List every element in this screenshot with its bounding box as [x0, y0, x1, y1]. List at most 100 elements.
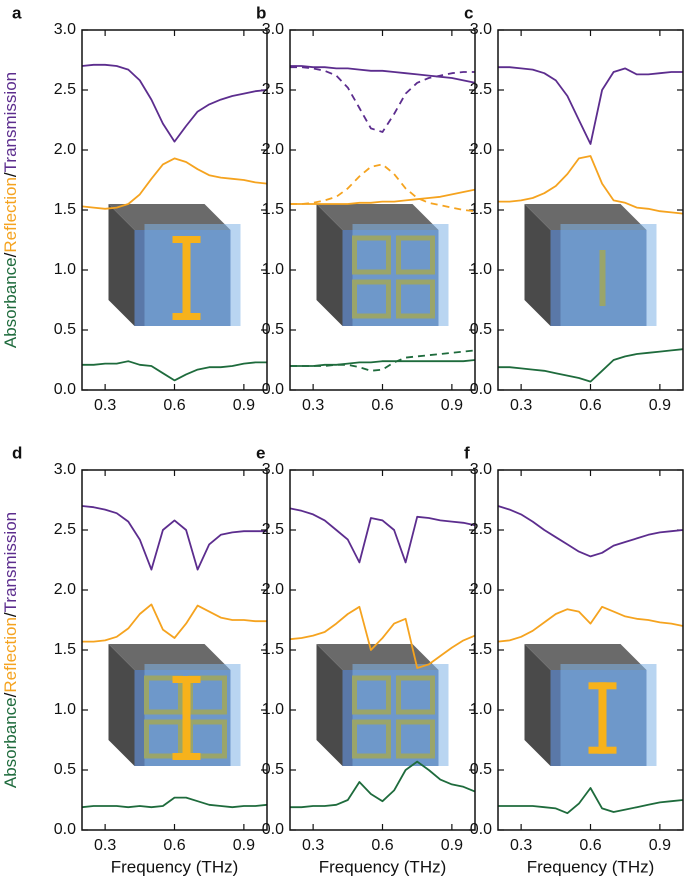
panel-label: b	[256, 3, 266, 22]
y-tick-label: 2.5	[262, 81, 284, 98]
x-tick-label: 0.3	[510, 837, 532, 854]
y-tick-label: 0.5	[54, 321, 76, 338]
series-line	[290, 760, 476, 809]
y-axis-label: Absorbance/Reflection/Transmission	[1, 512, 20, 788]
cube-side	[524, 204, 551, 326]
cube-side	[108, 204, 135, 326]
y-tick-label: 3.0	[470, 21, 492, 38]
series-line	[290, 188, 476, 205]
y-tick-label: 2.0	[470, 141, 492, 158]
y-tick-label: 2.5	[470, 81, 492, 98]
ring-resonator	[352, 235, 391, 275]
x-tick-label: 0.9	[649, 837, 671, 854]
cube-side	[316, 644, 343, 766]
y-axis-label: Absorbance/Reflection/Transmission	[1, 72, 20, 348]
i-bar	[598, 682, 607, 754]
y-tick-label: 1.5	[54, 201, 76, 218]
y-tick-label: 2.5	[54, 521, 76, 538]
panel: e 0.0 0.5 1.0 1.5 2.0 2.5 3.0 0.3 0.6 0.9 Frequency…	[256, 443, 476, 876]
x-tick-label: 0.6	[371, 397, 393, 414]
y-tick-label: 1.5	[470, 201, 492, 218]
y-axis-label-part: /	[1, 612, 20, 617]
series-line	[498, 348, 684, 383]
y-tick-label: 1.0	[54, 261, 76, 278]
y-tick-label: 1.0	[54, 701, 76, 718]
x-tick-label: 0.6	[579, 837, 601, 854]
series-line	[82, 360, 267, 382]
ring-resonator	[352, 675, 391, 715]
cube-top	[524, 204, 647, 230]
i-cap	[172, 753, 201, 760]
bar-resonator	[599, 250, 606, 306]
x-tick-label: 0.3	[94, 397, 116, 414]
y-tick-label: 3.0	[54, 461, 76, 478]
y-axis-label-part: Transmission	[1, 72, 20, 172]
y-tick-label: 2.0	[470, 581, 492, 598]
cube-glass	[560, 224, 657, 326]
y-tick-label: 1.5	[262, 201, 284, 218]
y-tick-label: 2.5	[54, 81, 76, 98]
y-tick-label: 0.0	[262, 381, 284, 398]
y-tick-label: 3.0	[262, 21, 284, 38]
y-axis-label-part: /	[1, 252, 20, 257]
ring-resonator	[396, 279, 435, 319]
y-tick-label: 2.0	[54, 581, 76, 598]
x-tick-label: 0.9	[233, 397, 255, 414]
series-line	[81, 157, 268, 210]
y-tick-label: 1.0	[262, 701, 284, 718]
y-tick-label: 0.0	[262, 821, 284, 838]
y-tick-label: 0.5	[54, 761, 76, 778]
panel: a 0.0 0.5 1.0 1.5 2.0 2.5 3.0 0.3 0.6 0.9 Absorbanc…	[1, 3, 268, 414]
x-tick-label: 0.6	[579, 397, 601, 414]
y-tick-label: 2.5	[470, 521, 492, 538]
x-tick-label: 0.6	[163, 397, 185, 414]
y-tick-label: 1.0	[470, 701, 492, 718]
ring-resonator	[396, 719, 435, 759]
series-line	[497, 505, 684, 558]
x-tick-label: 0.9	[649, 397, 671, 414]
x-tick-label: 0.9	[441, 397, 463, 414]
y-tick-label: 3.0	[54, 21, 76, 38]
y-axis-label-part: /	[1, 692, 20, 697]
series-line	[289, 507, 476, 564]
series-line	[497, 605, 684, 643]
series-line	[290, 65, 476, 84]
x-tick-label: 0.9	[441, 837, 463, 854]
y-axis-label-part: Transmission	[1, 512, 20, 612]
cube-top	[108, 204, 231, 230]
x-axis-label: Frequency (THz)	[527, 857, 655, 876]
series-line	[290, 66, 475, 133]
series-line	[81, 505, 267, 571]
y-tick-label: 0.5	[262, 321, 284, 338]
cube-top	[316, 644, 439, 670]
x-axis-label: Frequency (THz)	[111, 857, 239, 876]
y-tick-label: 2.0	[54, 141, 76, 158]
y-tick-label: 1.5	[54, 641, 76, 658]
y-axis-label-part: Reflection	[1, 177, 20, 253]
plot-frame	[289, 29, 476, 391]
i-bar	[182, 236, 191, 320]
ring-resonator	[396, 675, 435, 715]
series-line	[498, 155, 684, 215]
y-tick-label: 0.5	[470, 321, 492, 338]
series-line	[290, 163, 476, 213]
ring-resonator	[396, 235, 435, 275]
i-cap	[172, 313, 201, 320]
ring-resonator	[144, 719, 183, 759]
i-bar	[182, 676, 191, 760]
panel-label: d	[12, 443, 22, 462]
x-tick-label: 0.3	[302, 397, 324, 414]
plot-frame	[289, 469, 476, 831]
x-tick-label: 0.6	[163, 837, 185, 854]
cube-top	[524, 644, 647, 670]
series-line	[289, 605, 476, 669]
i-cap	[588, 682, 617, 690]
y-tick-label: 2.0	[262, 581, 284, 598]
y-tick-label: 3.0	[262, 461, 284, 478]
panel: d 0.0 0.5 1.0 1.5 2.0 2.5 3.0 0.3 0.6 0.9 Frequency…	[1, 443, 268, 876]
series-line	[498, 66, 683, 145]
panel-label: c	[464, 3, 473, 22]
cube-side	[316, 204, 343, 326]
y-tick-label: 2.5	[262, 521, 284, 538]
